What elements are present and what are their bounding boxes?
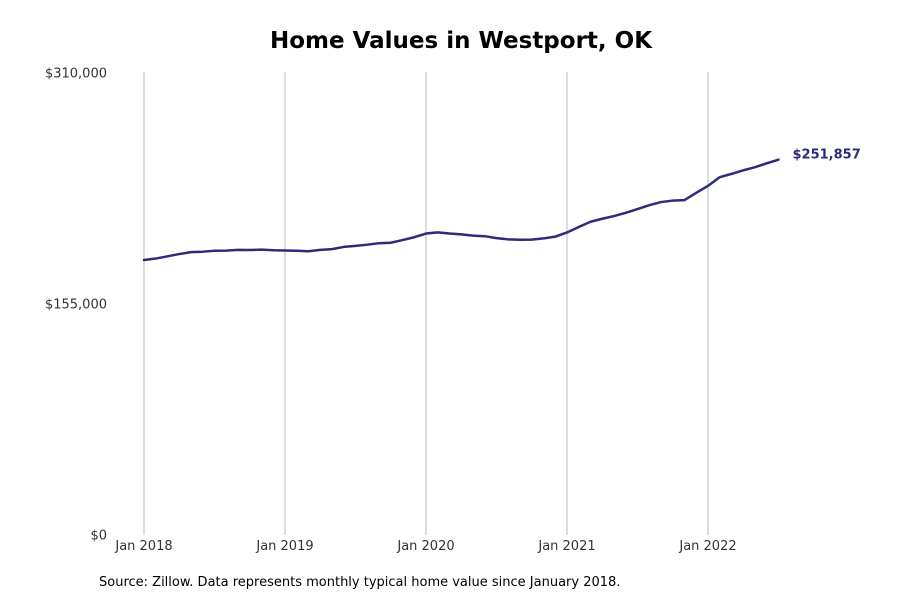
y-axis-tick-labels: $0 $155,000 $310,000	[45, 67, 107, 544]
x-tick-label-2: Jan 2020	[396, 539, 454, 554]
y-tick-label-0: $0	[90, 529, 107, 544]
y-tick-label-1: $155,000	[45, 298, 107, 313]
source-note: Source: Zillow. Data represents monthly …	[99, 575, 621, 590]
x-tick-label-0: Jan 2018	[114, 539, 172, 554]
end-value-label-0: $251,857	[793, 148, 861, 163]
series-lines	[142, 158, 780, 262]
series-line-0	[142, 158, 780, 262]
chart-title: Home Values in Westport, OK	[269, 28, 653, 54]
x-axis-tick-labels: Jan 2018 Jan 2019 Jan 2020 Jan 2021 Jan 2022	[114, 539, 736, 554]
y-tick-label-2: $310,000	[45, 67, 107, 82]
vertical-gridlines	[143, 72, 709, 535]
x-tick-label-4: Jan 2022	[678, 539, 736, 554]
x-tick-label-3: Jan 2021	[537, 539, 595, 554]
x-tick-label-1: Jan 2019	[255, 539, 313, 554]
end-value-labels: $251,857	[793, 148, 861, 163]
